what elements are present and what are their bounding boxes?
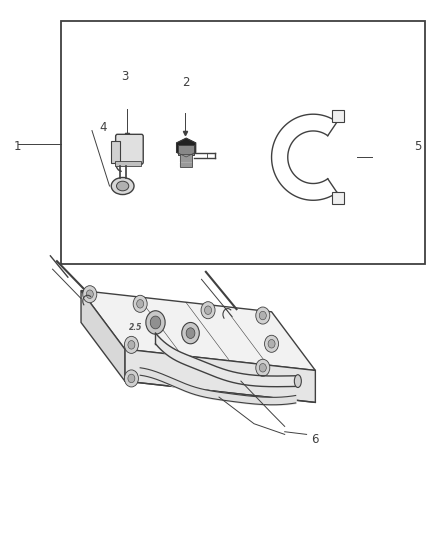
Circle shape (182, 322, 199, 344)
FancyBboxPatch shape (116, 134, 143, 164)
Circle shape (133, 295, 147, 312)
Polygon shape (125, 349, 315, 402)
Bar (61, 21, 425, 264)
Circle shape (128, 374, 135, 383)
Circle shape (256, 359, 270, 376)
Polygon shape (81, 290, 315, 370)
Text: 6: 6 (311, 433, 319, 446)
Circle shape (268, 340, 275, 348)
Ellipse shape (294, 375, 301, 387)
Circle shape (83, 286, 97, 303)
Text: 2.5: 2.5 (129, 324, 142, 332)
Polygon shape (177, 139, 196, 157)
Circle shape (201, 302, 215, 319)
Circle shape (205, 306, 212, 314)
Text: 1: 1 (14, 140, 21, 153)
Bar (332, 110, 344, 122)
Circle shape (128, 341, 135, 349)
Circle shape (86, 290, 93, 298)
Bar (180, 154, 192, 167)
Bar (111, 141, 120, 163)
Circle shape (256, 307, 270, 324)
Bar (332, 192, 344, 204)
Ellipse shape (111, 177, 134, 195)
Circle shape (265, 335, 279, 352)
Text: 3: 3 (121, 70, 128, 83)
Circle shape (124, 336, 138, 353)
Circle shape (150, 316, 161, 329)
Circle shape (146, 311, 165, 334)
Text: 4: 4 (99, 122, 107, 134)
Circle shape (259, 311, 266, 320)
Ellipse shape (117, 181, 129, 191)
Bar (115, 161, 141, 166)
Polygon shape (81, 290, 125, 381)
Text: 2: 2 (182, 76, 190, 89)
Text: 5: 5 (415, 140, 422, 153)
Circle shape (137, 300, 144, 308)
Bar (178, 145, 194, 155)
Circle shape (259, 364, 266, 372)
Circle shape (186, 328, 195, 338)
Circle shape (124, 370, 138, 387)
